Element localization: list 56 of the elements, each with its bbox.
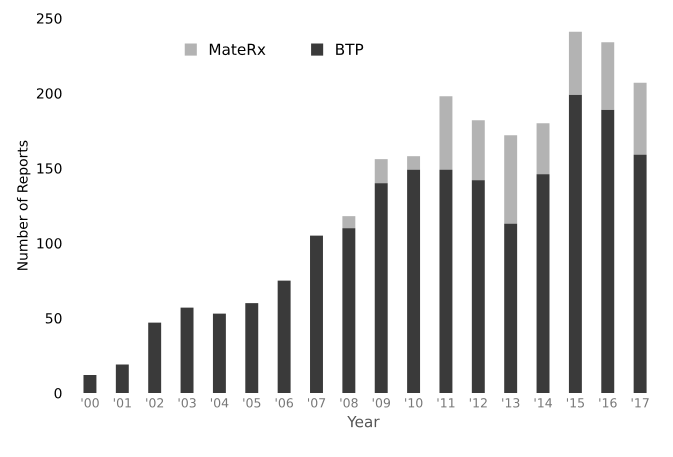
- legend-label: BTP: [336, 44, 364, 55]
- bar: [148, 322, 162, 394]
- y-tick-label: 0: [54, 388, 62, 398]
- x-tick-label: '17: [632, 398, 649, 408]
- bar: [568, 94, 582, 394]
- y-axis-title: Number of Reports: [16, 140, 30, 270]
- y-tick-label: 250: [36, 13, 62, 24]
- x-axis-title: Year: [347, 416, 380, 428]
- bar: [601, 110, 614, 394]
- bar: [634, 154, 647, 394]
- bar: [310, 236, 323, 394]
- bar: [439, 96, 452, 170]
- legend-label: MateRx: [210, 44, 266, 56]
- x-tick-label: '14: [534, 398, 552, 408]
- bar: [83, 375, 96, 394]
- y-tick-label: 100: [37, 238, 62, 249]
- x-tick-label: '11: [437, 398, 454, 408]
- x-tick-label: '12: [470, 398, 487, 408]
- x-tick-label: '02: [146, 398, 164, 408]
- bar: [536, 123, 550, 174]
- x-tick-label: '06: [276, 398, 294, 408]
- bar: [212, 314, 226, 394]
- bar: [568, 32, 582, 95]
- bar: [342, 228, 356, 394]
- bar: [407, 156, 420, 170]
- bar: [407, 170, 420, 394]
- x-tick-label: '09: [372, 398, 390, 408]
- bar: [116, 364, 129, 394]
- bar: [504, 135, 518, 224]
- y-tick-label: 50: [46, 313, 62, 324]
- bar: [439, 170, 452, 394]
- x-tick-label: '04: [210, 398, 228, 408]
- bar: [342, 216, 356, 228]
- bar: [180, 308, 194, 394]
- bar: [504, 224, 518, 394]
- bar: [472, 120, 485, 180]
- x-tick-label: '16: [599, 398, 617, 408]
- x-tick-label: '03: [178, 398, 196, 408]
- bar: [601, 42, 614, 110]
- y-tick-label: 200: [36, 88, 62, 99]
- bar: [245, 303, 258, 394]
- bar: [634, 82, 647, 155]
- y-tick-label: 150: [37, 163, 62, 174]
- x-tick-label: '01: [114, 398, 131, 408]
- x-tick-label: '10: [405, 398, 422, 408]
- bar: [536, 174, 550, 394]
- x-tick-label: '15: [566, 398, 584, 408]
- x-tick-label: '05: [243, 398, 260, 408]
- bar: [374, 183, 388, 394]
- x-tick-label: '13: [502, 398, 520, 408]
- bar: [374, 159, 388, 184]
- bar: [278, 280, 291, 394]
- x-tick-label: '07: [308, 398, 326, 408]
- bar: [472, 180, 485, 394]
- x-tick-label: '08: [340, 398, 358, 408]
- x-tick-label: '00: [81, 398, 99, 408]
